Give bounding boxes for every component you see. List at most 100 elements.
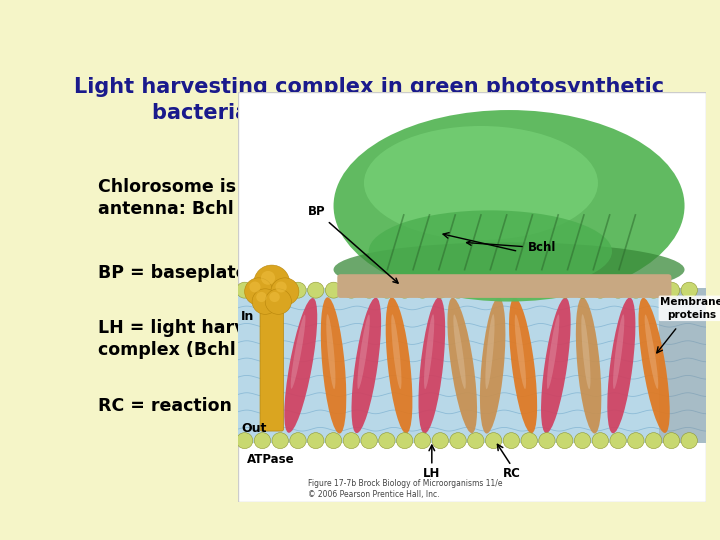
Circle shape (397, 433, 413, 449)
Ellipse shape (447, 298, 477, 433)
Ellipse shape (454, 314, 466, 389)
Circle shape (610, 282, 626, 298)
Ellipse shape (386, 298, 413, 434)
Circle shape (503, 282, 520, 298)
Circle shape (269, 292, 280, 302)
Circle shape (450, 282, 467, 298)
Text: RC: RC (503, 467, 521, 480)
Circle shape (575, 282, 590, 298)
Circle shape (249, 281, 261, 293)
Ellipse shape (357, 314, 370, 389)
Circle shape (557, 282, 573, 298)
Ellipse shape (515, 314, 526, 389)
Circle shape (236, 433, 253, 449)
Ellipse shape (364, 126, 598, 240)
Text: LH = light harvesting
complex (Bchl a): LH = light harvesting complex (Bchl a) (99, 319, 307, 359)
Text: Membrane
proteins: Membrane proteins (660, 297, 720, 320)
Circle shape (467, 433, 484, 449)
Text: Out: Out (241, 422, 266, 435)
Circle shape (450, 433, 467, 449)
Circle shape (272, 433, 289, 449)
Circle shape (254, 265, 289, 300)
Ellipse shape (326, 314, 336, 389)
Circle shape (645, 282, 662, 298)
Circle shape (503, 433, 520, 449)
Circle shape (539, 433, 555, 449)
Circle shape (663, 433, 680, 449)
Ellipse shape (369, 211, 612, 293)
Circle shape (236, 282, 253, 298)
Circle shape (361, 282, 377, 298)
Ellipse shape (541, 298, 571, 433)
Text: Light harvesting complex in green photosynthetic
bacteria (both sulfur and non-s: Light harvesting complex in green photos… (74, 77, 664, 123)
Circle shape (343, 433, 359, 449)
Circle shape (467, 282, 484, 298)
Circle shape (592, 433, 608, 449)
Ellipse shape (351, 298, 381, 433)
Text: BP = baseplate (proteins): BP = baseplate (proteins) (99, 264, 351, 282)
Circle shape (379, 433, 395, 449)
Circle shape (432, 433, 449, 449)
Ellipse shape (284, 298, 318, 433)
Circle shape (414, 433, 431, 449)
Ellipse shape (333, 242, 685, 297)
Circle shape (289, 282, 306, 298)
Ellipse shape (547, 314, 559, 389)
Ellipse shape (644, 315, 658, 389)
Circle shape (610, 433, 626, 449)
Circle shape (628, 282, 644, 298)
Circle shape (256, 292, 266, 302)
Circle shape (557, 433, 573, 449)
Circle shape (539, 282, 555, 298)
FancyBboxPatch shape (260, 291, 284, 431)
Text: Bchl: Bchl (467, 240, 556, 254)
Text: RC = reaction center (Bchl a): RC = reaction center (Bchl a) (99, 397, 383, 415)
Text: Figure 17-7b Brock Biology of Microorganisms 11/e
© 2006 Pearson Prentice Hall, : Figure 17-7b Brock Biology of Microorgan… (308, 480, 503, 499)
Circle shape (307, 282, 324, 298)
Ellipse shape (333, 110, 685, 301)
Circle shape (245, 278, 273, 305)
Text: In: In (241, 310, 255, 323)
Circle shape (271, 278, 299, 305)
Text: BP: BP (308, 205, 398, 283)
Circle shape (325, 282, 342, 298)
Bar (659, 288, 706, 443)
FancyBboxPatch shape (238, 92, 706, 502)
Circle shape (261, 271, 275, 285)
FancyBboxPatch shape (337, 274, 672, 298)
Ellipse shape (613, 314, 624, 389)
Circle shape (628, 433, 644, 449)
Circle shape (276, 281, 287, 293)
Circle shape (379, 282, 395, 298)
Circle shape (432, 282, 449, 298)
Circle shape (397, 282, 413, 298)
Circle shape (521, 433, 537, 449)
Circle shape (289, 433, 306, 449)
Circle shape (663, 282, 680, 298)
Circle shape (252, 289, 279, 314)
Circle shape (254, 282, 271, 298)
Circle shape (325, 433, 342, 449)
Circle shape (414, 282, 431, 298)
Circle shape (272, 282, 289, 298)
Circle shape (485, 282, 502, 298)
Ellipse shape (391, 314, 402, 389)
Circle shape (361, 433, 377, 449)
Circle shape (681, 282, 698, 298)
Circle shape (254, 433, 271, 449)
Circle shape (521, 282, 537, 298)
Circle shape (343, 282, 359, 298)
Ellipse shape (291, 315, 305, 389)
Text: LH: LH (423, 467, 441, 480)
Ellipse shape (639, 298, 670, 433)
Circle shape (592, 282, 608, 298)
Circle shape (485, 433, 502, 449)
Circle shape (307, 433, 324, 449)
Circle shape (265, 289, 292, 314)
Ellipse shape (509, 298, 537, 433)
Circle shape (681, 433, 698, 449)
Circle shape (575, 433, 590, 449)
Ellipse shape (418, 298, 445, 434)
Ellipse shape (581, 314, 590, 389)
Bar (238, 288, 706, 443)
